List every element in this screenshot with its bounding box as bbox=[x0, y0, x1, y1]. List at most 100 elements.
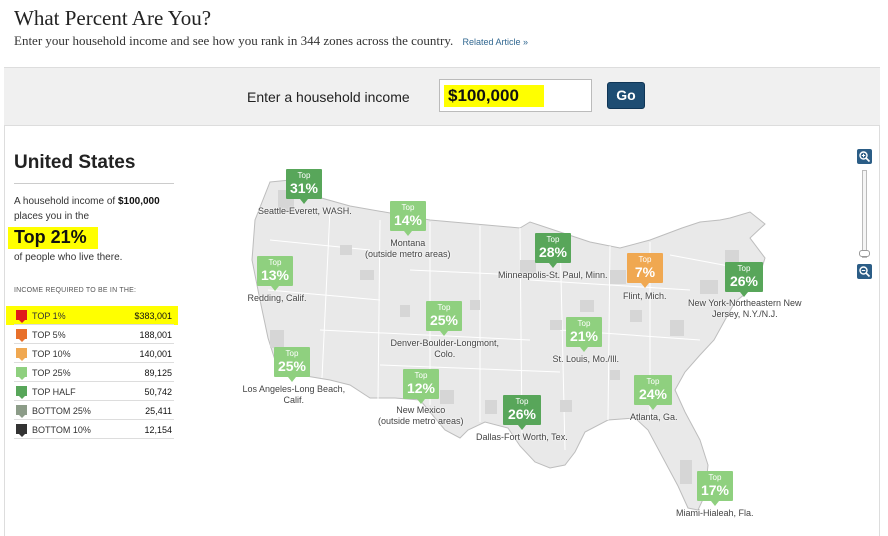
pin-marker: Top 14% bbox=[390, 201, 426, 236]
region-title: United States bbox=[14, 152, 136, 173]
map-pin[interactable]: Top 14% bbox=[390, 201, 426, 236]
pin-percent: 13% bbox=[260, 267, 290, 283]
subtitle-text: Enter your household income and see how … bbox=[14, 33, 454, 48]
income-row-label: TOP 10% bbox=[32, 349, 71, 359]
income-row: BOTTOM 10% 12,154 bbox=[14, 420, 174, 439]
pin-top-label: Top bbox=[401, 203, 415, 212]
map-pin[interactable]: Top 21% bbox=[566, 317, 602, 352]
legend-swatch-icon bbox=[16, 329, 27, 342]
pin-city-label: Minneapolis-St. Paul, Minn. bbox=[498, 270, 608, 280]
pin-percent: 7% bbox=[634, 264, 656, 280]
map-pin[interactable]: Top 24% bbox=[634, 375, 672, 410]
map-pin[interactable]: Top 31% bbox=[286, 169, 322, 204]
income-table-heading: INCOME REQUIRED TO BE IN THE: bbox=[14, 287, 137, 294]
income-input-value: $100,000 bbox=[448, 86, 519, 105]
page-subtitle: Enter your household income and see how … bbox=[14, 33, 528, 49]
map-pin[interactable]: Top 13% bbox=[257, 256, 293, 291]
pin-city-label: St. Louis, Mo./Ill. bbox=[552, 354, 620, 364]
map-pin[interactable]: Top 28% bbox=[535, 233, 571, 268]
pin-top-label: Top bbox=[414, 371, 428, 380]
pin-pointer-icon bbox=[300, 199, 308, 204]
pin-percent: 28% bbox=[538, 244, 568, 260]
income-row-label: TOP HALF bbox=[32, 387, 76, 397]
related-article-link[interactable]: Related Article » bbox=[462, 37, 529, 47]
map-pin[interactable]: Top 25% bbox=[426, 301, 462, 336]
zoom-in-icon bbox=[859, 151, 871, 163]
pin-percent: 17% bbox=[700, 482, 730, 498]
pin-pointer-icon bbox=[440, 331, 448, 336]
income-row-value: 140,001 bbox=[139, 349, 172, 359]
income-row-value: $383,001 bbox=[134, 311, 172, 321]
pin-percent: 12% bbox=[406, 380, 436, 396]
pin-pointer-icon bbox=[288, 377, 296, 382]
pin-top-label: Top bbox=[297, 171, 311, 180]
pin-percent: 24% bbox=[638, 386, 668, 402]
pin-top-label: Top bbox=[646, 377, 660, 386]
zoom-slider-handle[interactable] bbox=[859, 250, 870, 257]
legend-swatch-icon bbox=[16, 367, 27, 380]
map-pin[interactable]: Top 12% bbox=[403, 369, 439, 404]
zoom-out-button[interactable] bbox=[857, 264, 872, 279]
pin-top-label: Top bbox=[437, 303, 451, 312]
page-header: What Percent Are You? bbox=[14, 6, 211, 31]
income-row-label: BOTTOM 10% bbox=[32, 425, 91, 435]
map-pin[interactable]: Top 26% bbox=[725, 262, 763, 297]
pin-percent: 21% bbox=[569, 328, 599, 344]
input-highlight bbox=[444, 85, 544, 107]
pin-city-label: Atlanta, Ga. bbox=[630, 412, 678, 422]
pin-top-label: Top bbox=[737, 264, 751, 273]
pin-marker: Top 25% bbox=[426, 301, 462, 336]
pin-percent: 25% bbox=[429, 312, 459, 328]
pin-percent: 25% bbox=[277, 358, 307, 374]
pin-city-label: Miami-Hialeah, Fla. bbox=[676, 508, 754, 518]
pin-marker: Top 26% bbox=[503, 395, 541, 430]
legend-swatch-icon bbox=[16, 348, 27, 361]
legend-swatch-icon bbox=[16, 310, 27, 323]
divider bbox=[14, 183, 174, 184]
income-input[interactable]: $100,000 bbox=[439, 79, 592, 112]
pin-city-label: Montana (outside metro areas) bbox=[365, 238, 451, 259]
income-table: TOP 1% $383,001 TOP 5% 188,001 TOP 10% 140,00… bbox=[14, 306, 174, 439]
income-row-label: TOP 1% bbox=[32, 311, 66, 321]
rank-tail: of people who live there. bbox=[14, 252, 123, 263]
map-pin[interactable]: Top 17% bbox=[697, 471, 733, 506]
pin-pointer-icon bbox=[271, 286, 279, 291]
income-row-highlight bbox=[6, 306, 178, 325]
income-row-label: BOTTOM 25% bbox=[32, 406, 91, 416]
page-title: What Percent Are You? bbox=[14, 6, 212, 30]
pin-top-label: Top bbox=[268, 258, 282, 267]
map-pin[interactable]: Top 26% bbox=[503, 395, 541, 430]
desc-amount: $100,000 bbox=[117, 196, 160, 207]
pin-marker: Top 17% bbox=[697, 471, 733, 506]
income-row: TOP 25% 89,125 bbox=[14, 363, 174, 382]
go-button[interactable]: Go bbox=[607, 82, 645, 109]
income-row: TOP 10% 140,001 bbox=[14, 344, 174, 363]
pin-top-label: Top bbox=[708, 473, 722, 482]
pin-city-label: New Mexico (outside metro areas) bbox=[378, 405, 464, 426]
pin-marker: Top 25% bbox=[274, 347, 310, 382]
pin-top-label: Top bbox=[577, 319, 591, 328]
zoom-in-button[interactable] bbox=[857, 149, 872, 164]
income-row-value: 50,742 bbox=[144, 387, 172, 397]
income-row: TOP 1% $383,001 bbox=[14, 306, 174, 325]
pin-pointer-icon bbox=[649, 405, 657, 410]
pin-marker: Top 7% bbox=[627, 253, 663, 288]
pin-pointer-icon bbox=[580, 347, 588, 352]
zoom-slider-track[interactable] bbox=[862, 170, 867, 258]
desc-suffix: places you in the bbox=[14, 211, 90, 222]
income-input-label: Enter a household income bbox=[247, 89, 410, 105]
income-row-value: 12,154 bbox=[144, 425, 172, 435]
map-pin[interactable]: Top 25% bbox=[274, 347, 310, 382]
pin-city-label: Flint, Mich. bbox=[623, 291, 667, 301]
pin-city-label: Denver-Boulder-Longmont, Colo. bbox=[390, 338, 500, 359]
pin-percent: 26% bbox=[507, 406, 537, 422]
pin-pointer-icon bbox=[417, 399, 425, 404]
legend-swatch-icon bbox=[16, 386, 27, 399]
pin-pointer-icon bbox=[518, 425, 526, 430]
pin-marker: Top 24% bbox=[634, 375, 672, 410]
income-row: TOP HALF 50,742 bbox=[14, 382, 174, 401]
pin-city-label: Dallas-Fort Worth, Tex. bbox=[476, 432, 568, 442]
map-pin[interactable]: Top 7% bbox=[627, 253, 663, 288]
pin-city-label: Seattle-Everett, WASH. bbox=[258, 206, 352, 216]
pin-marker: Top 26% bbox=[725, 262, 763, 297]
